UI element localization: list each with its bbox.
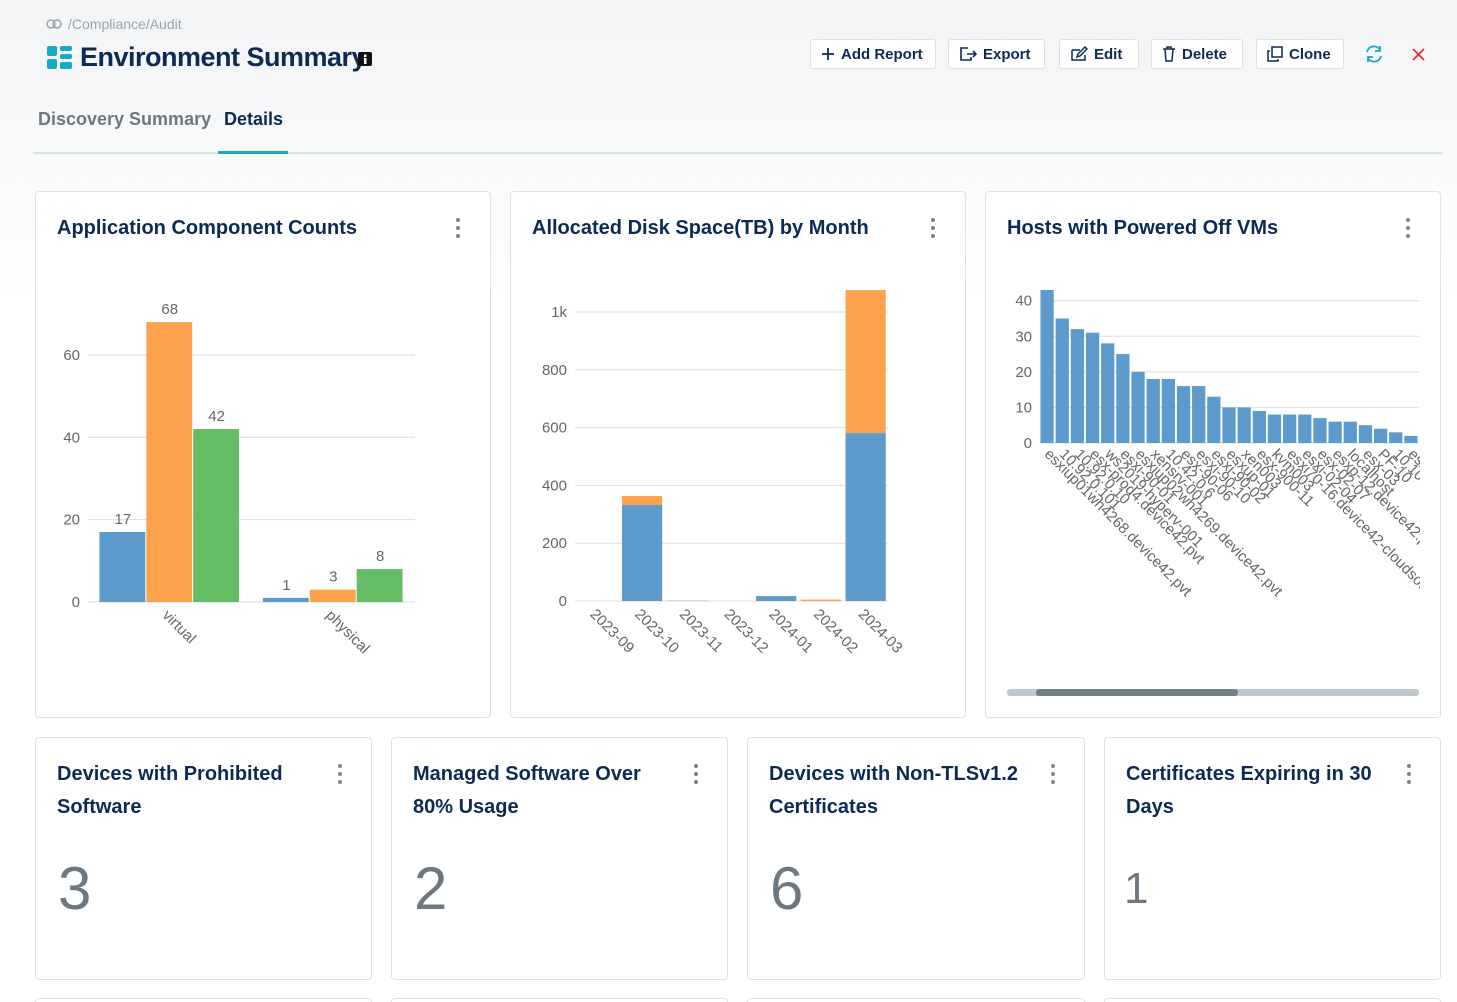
export-button[interactable]: Export xyxy=(948,39,1045,69)
chart-card xyxy=(510,191,966,718)
widget-card: Managed Software Over 80% Usage 2 xyxy=(391,737,728,980)
card-menu[interactable] xyxy=(338,764,342,788)
dashboard-icon xyxy=(47,46,72,69)
scroll-track xyxy=(1007,689,1419,696)
button-label: Export xyxy=(983,45,1031,63)
page-title: Environment Summary xyxy=(80,42,367,72)
card-menu[interactable] xyxy=(931,218,935,242)
widget-value: 3 xyxy=(58,855,92,922)
widget-card: Devices with Non-TLSv1.2 Certificates 6 xyxy=(747,737,1085,980)
info-icon[interactable] xyxy=(358,52,372,66)
tab-divider xyxy=(33,152,1443,154)
widget-card: Certificates Expiring in 30 Days 1 xyxy=(1104,737,1441,980)
scroll-thumb[interactable] xyxy=(1036,689,1238,696)
button-label: Edit xyxy=(1094,45,1123,63)
widget-card xyxy=(1104,998,1441,1002)
widget-value: 6 xyxy=(770,855,804,922)
card-menu[interactable] xyxy=(1407,764,1411,788)
widget-title: Certificates Expiring in 30 Days xyxy=(1126,763,1372,818)
tab[interactable]: Discovery Summary xyxy=(38,109,212,129)
card-menu[interactable] xyxy=(1406,218,1410,242)
breadcrumb[interactable]: /Compliance/Audit xyxy=(68,16,182,32)
widget-value: 2 xyxy=(414,855,448,922)
button-label: Delete xyxy=(1182,45,1228,63)
link-icon xyxy=(46,19,62,29)
edit-button[interactable]: Edit xyxy=(1059,39,1139,69)
widget-card: Devices with Prohibited Software 3 xyxy=(35,737,372,980)
refresh-button[interactable] xyxy=(1364,44,1384,64)
widget-card xyxy=(391,998,728,1002)
widget-title: Managed Software Over 80% Usage xyxy=(413,763,641,818)
chart-card xyxy=(35,191,491,718)
clone-button[interactable]: Clone xyxy=(1256,39,1344,69)
widget-card xyxy=(747,998,1085,1002)
chart-card xyxy=(985,191,1441,718)
card-menu[interactable] xyxy=(1051,764,1055,788)
card-menu[interactable] xyxy=(694,764,698,788)
add-report-button[interactable]: Add Report xyxy=(810,39,936,69)
tab-indicator xyxy=(218,151,288,154)
card-title: Application Component Counts xyxy=(57,217,357,239)
widget-title: Devices with Non-TLSv1.2 Certificates xyxy=(769,763,1018,818)
widget-value: 1 xyxy=(1124,864,1149,913)
tab-active[interactable]: Details xyxy=(224,109,284,129)
close-button[interactable] xyxy=(1412,48,1425,61)
card-title: Hosts with Powered Off VMs xyxy=(1007,217,1279,239)
button-label: Add Report xyxy=(841,45,923,63)
delete-button[interactable]: Delete xyxy=(1151,39,1243,69)
widget-card xyxy=(35,998,372,1002)
card-menu[interactable] xyxy=(456,218,460,242)
button-label: Clone xyxy=(1289,45,1331,63)
widget-title: Devices with Prohibited Software xyxy=(57,763,283,818)
card-title: Allocated Disk Space(TB) by Month xyxy=(532,217,869,239)
